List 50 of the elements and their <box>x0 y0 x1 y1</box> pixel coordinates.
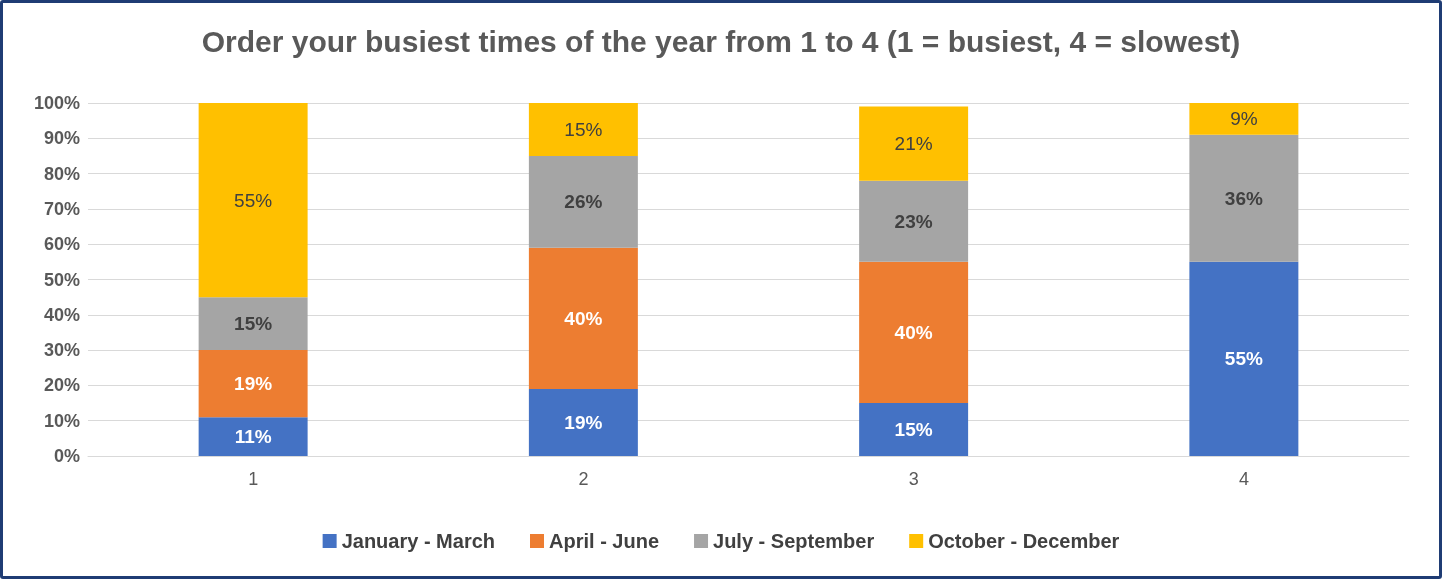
bar <box>528 103 638 156</box>
bar <box>198 417 308 456</box>
legend-label: July - September <box>713 530 875 552</box>
data-label: 15% <box>894 419 933 441</box>
data-label: 21% <box>894 133 933 155</box>
data-label: 26% <box>564 191 603 213</box>
data-label: 55% <box>234 189 273 211</box>
bar <box>859 403 969 456</box>
data-label: 19% <box>234 373 273 395</box>
y-tick-label: 50% <box>43 269 80 290</box>
bar <box>528 155 638 248</box>
bar <box>859 106 969 181</box>
y-tick-label: 80% <box>43 163 80 184</box>
x-tick-label: 1 <box>248 469 259 489</box>
bar <box>528 388 638 456</box>
y-tick-label: 40% <box>43 304 80 325</box>
y-tick-label: 20% <box>43 375 80 396</box>
data-label: 40% <box>894 321 933 343</box>
data-label: 40% <box>564 307 603 329</box>
data-label: 11% <box>234 426 272 448</box>
x-tick-label: 3 <box>908 469 919 489</box>
y-tick-label: 60% <box>43 234 80 255</box>
bar <box>859 261 969 404</box>
data-label: 19% <box>564 411 603 433</box>
chart-title: Order your busiest times of the year from 1 to 4 (1 = busiest, 4 = slowest) <box>201 24 1241 58</box>
bar <box>1189 134 1299 262</box>
y-tick-label: 30% <box>43 340 80 361</box>
data-label: 36% <box>1224 187 1263 209</box>
bar <box>198 297 308 351</box>
bar <box>1189 103 1299 135</box>
bar <box>198 103 308 298</box>
legend-label: October - December <box>928 530 1120 552</box>
x-tick-label: 2 <box>578 469 589 489</box>
y-tick-label: 90% <box>43 128 80 149</box>
data-label: 15% <box>564 118 603 140</box>
y-tick-label: 100% <box>33 93 80 113</box>
data-label: 15% <box>234 313 273 335</box>
bar <box>528 247 638 389</box>
bar <box>198 350 308 418</box>
data-label: 55% <box>1224 348 1263 370</box>
y-tick-label: 10% <box>43 410 80 431</box>
legend-label: April - June <box>549 530 660 552</box>
x-tick-label: 4 <box>1238 469 1249 489</box>
bar <box>859 180 969 262</box>
y-tick-label: 0% <box>53 446 80 466</box>
y-tick-label: 70% <box>43 198 80 219</box>
bar <box>1189 261 1299 456</box>
data-label: 23% <box>894 210 933 232</box>
legend-label: January - March <box>341 530 496 552</box>
data-label: 9% <box>1230 108 1258 130</box>
